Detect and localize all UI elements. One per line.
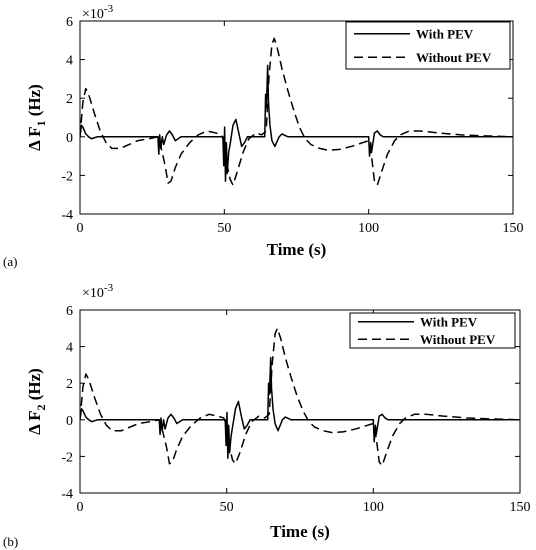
legend-box bbox=[349, 312, 516, 349]
legend: With PEV Without PEV bbox=[345, 21, 511, 70]
y-tick-label: 2 bbox=[66, 92, 73, 107]
x-tick-label: 150 bbox=[503, 221, 524, 236]
y-axis-multiplier: ×10-3 bbox=[82, 3, 114, 22]
y-axis-label: Δ F2 (Hz) bbox=[25, 368, 48, 435]
series-line-without-pev bbox=[80, 37, 513, 186]
series-line-with-pev bbox=[80, 64, 513, 182]
y-tick-label: -2 bbox=[61, 169, 73, 184]
y-tick-label: 2 bbox=[66, 377, 73, 392]
y-tick-label: 6 bbox=[66, 304, 73, 319]
x-tick-label: 0 bbox=[77, 221, 84, 236]
y-tick-label: 0 bbox=[66, 414, 73, 429]
y-tick-label: -4 bbox=[61, 487, 73, 502]
legend-label: Without PEV bbox=[416, 50, 492, 65]
y-tick-label: 6 bbox=[66, 15, 73, 30]
plot-area-frame-b bbox=[79, 309, 521, 494]
legend-label: With PEV bbox=[420, 314, 478, 329]
chart-panel-a: 0 50 100 150 -4 -2 0 2 4 6 ×10-3 With PEV Without PE… bbox=[3, 3, 524, 269]
x-tick-label: 100 bbox=[363, 500, 384, 515]
y-tick-label: 4 bbox=[66, 341, 73, 356]
panel-label: (a) bbox=[3, 254, 17, 269]
panel-label: (b) bbox=[3, 534, 18, 549]
x-axis-label: Time (s) bbox=[270, 522, 330, 541]
y-tick-label: 0 bbox=[66, 131, 73, 146]
chart-panel-b: 0 50 100 150 -4 -2 0 2 4 6 ×10-3 With PEV Without PE… bbox=[3, 282, 531, 549]
legend: With PEV Without PEV bbox=[349, 312, 516, 349]
series-line-with-pev bbox=[80, 356, 520, 459]
legend-box bbox=[345, 21, 511, 70]
legend-label: With PEV bbox=[416, 26, 474, 41]
x-tick-label: 0 bbox=[77, 500, 84, 515]
series-line-without-pev bbox=[80, 327, 520, 467]
x-tick-label: 50 bbox=[220, 500, 234, 515]
plot-area-frame-a bbox=[79, 20, 514, 215]
y-axis-label: Δ F1 (Hz) bbox=[25, 84, 48, 151]
x-tick-label: 150 bbox=[510, 500, 531, 515]
legend-label: Without PEV bbox=[420, 332, 496, 347]
y-tick-label: 4 bbox=[66, 54, 73, 69]
y-axis-multiplier: ×10-3 bbox=[82, 282, 114, 301]
x-tick-label: 100 bbox=[358, 221, 379, 236]
y-tick-label: -4 bbox=[61, 208, 73, 223]
y-tick-label: -2 bbox=[61, 450, 73, 465]
x-axis-label: Time (s) bbox=[267, 240, 327, 259]
x-tick-label: 50 bbox=[217, 221, 231, 236]
